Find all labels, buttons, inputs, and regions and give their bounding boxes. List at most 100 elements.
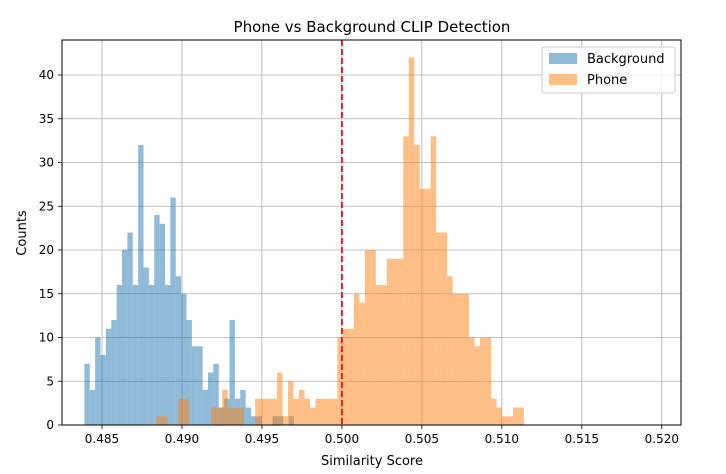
background-bar bbox=[245, 407, 251, 425]
phone-bar bbox=[485, 337, 492, 425]
phone-bar bbox=[178, 398, 184, 425]
x-tick-label: 0.485 bbox=[85, 432, 119, 446]
phone-bar bbox=[359, 302, 365, 425]
phone-bar bbox=[282, 416, 289, 425]
y-tick-label: 5 bbox=[46, 374, 54, 388]
phone-bar bbox=[397, 258, 404, 425]
background-bar bbox=[138, 145, 144, 425]
phone-bar bbox=[414, 145, 420, 425]
phone-bar bbox=[496, 407, 503, 425]
phone-bar bbox=[502, 416, 508, 425]
x-tick-label: 0.505 bbox=[405, 432, 439, 446]
phone-bar bbox=[348, 328, 354, 425]
phone-bar bbox=[474, 346, 481, 425]
phone-bar bbox=[392, 258, 398, 425]
phone-bar bbox=[463, 293, 470, 425]
legend-label-phone: Phone bbox=[587, 73, 627, 88]
background-bar bbox=[197, 346, 203, 425]
phone-bar bbox=[370, 250, 376, 425]
background-bar bbox=[143, 267, 149, 425]
y-tick-label: 40 bbox=[39, 68, 54, 82]
y-tick-label: 0 bbox=[46, 418, 54, 432]
y-axis-ticks: 0 5 10 15 20 25 30 35 40 bbox=[39, 68, 62, 432]
background-bars bbox=[84, 145, 294, 425]
phone-bar bbox=[233, 407, 239, 425]
y-tick-label: 15 bbox=[39, 287, 54, 301]
phone-bar bbox=[183, 398, 190, 425]
phone-bar bbox=[480, 337, 486, 425]
background-bar bbox=[122, 250, 128, 425]
phone-bar bbox=[430, 136, 437, 425]
y-tick-label: 20 bbox=[39, 243, 54, 257]
phone-bars bbox=[156, 57, 524, 425]
phone-bar bbox=[512, 407, 519, 425]
phone-bar bbox=[469, 337, 475, 425]
phone-bar bbox=[309, 407, 316, 425]
phone-bar bbox=[408, 57, 415, 425]
background-bar bbox=[127, 232, 133, 425]
y-tick-label: 30 bbox=[39, 156, 54, 170]
y-tick-label: 25 bbox=[39, 199, 54, 213]
background-bar bbox=[148, 285, 155, 425]
phone-bar bbox=[331, 398, 338, 425]
background-bar bbox=[154, 215, 160, 425]
phone-bar bbox=[304, 398, 310, 425]
phone-bar bbox=[255, 398, 261, 425]
phone-bar bbox=[216, 407, 223, 425]
background-bar bbox=[100, 355, 106, 425]
phone-bar bbox=[436, 232, 442, 425]
background-bar bbox=[175, 276, 182, 425]
legend: Background Phone bbox=[541, 46, 676, 94]
phone-bar bbox=[260, 398, 267, 425]
phone-bar bbox=[227, 407, 234, 425]
background-bar bbox=[165, 285, 171, 425]
x-tick-label: 0.510 bbox=[485, 432, 519, 446]
phone-bar bbox=[342, 328, 349, 425]
phone-bar bbox=[419, 188, 426, 425]
phone-bar bbox=[491, 398, 497, 425]
phone-bar bbox=[299, 390, 305, 425]
phone-bar bbox=[211, 407, 217, 425]
phone-bar bbox=[337, 337, 343, 425]
background-bar bbox=[116, 285, 123, 425]
y-axis-label: Counts bbox=[15, 210, 30, 256]
x-tick-label: 0.495 bbox=[245, 432, 279, 446]
x-tick-label: 0.500 bbox=[325, 432, 359, 446]
background-bar bbox=[229, 320, 235, 425]
x-tick-label: 0.515 bbox=[565, 432, 599, 446]
phone-bar bbox=[507, 416, 513, 425]
phone-bar bbox=[293, 398, 300, 425]
background-bar bbox=[132, 285, 139, 425]
x-axis-label: Similarity Score bbox=[321, 454, 423, 469]
phone-bar bbox=[381, 285, 387, 425]
phone-bar bbox=[161, 416, 168, 425]
phone-bar bbox=[277, 372, 283, 425]
phone-bar bbox=[375, 285, 382, 425]
background-bar bbox=[105, 328, 112, 425]
phone-bar bbox=[238, 407, 245, 425]
background-bar bbox=[84, 363, 90, 425]
background-bar bbox=[186, 320, 192, 425]
background-bar bbox=[213, 363, 219, 425]
plot-frame bbox=[61, 39, 682, 426]
background-bar bbox=[111, 320, 117, 425]
legend-swatch-phone bbox=[549, 74, 577, 85]
phone-bar bbox=[320, 398, 327, 425]
phone-bar bbox=[353, 293, 360, 425]
phone-bar bbox=[447, 276, 453, 425]
background-bar bbox=[159, 223, 166, 425]
phone-bar bbox=[315, 398, 321, 425]
phone-bar bbox=[425, 188, 431, 425]
background-bar bbox=[170, 197, 176, 425]
phone-bar bbox=[326, 398, 332, 425]
phone-bar bbox=[156, 416, 162, 425]
background-bar bbox=[208, 372, 214, 425]
background-bar bbox=[95, 337, 101, 425]
y-tick-label: 35 bbox=[39, 112, 54, 126]
background-bar bbox=[181, 293, 187, 425]
background-bar bbox=[191, 346, 198, 425]
legend-swatch-background bbox=[549, 53, 577, 64]
phone-bar bbox=[386, 258, 393, 425]
background-bar bbox=[250, 416, 257, 425]
